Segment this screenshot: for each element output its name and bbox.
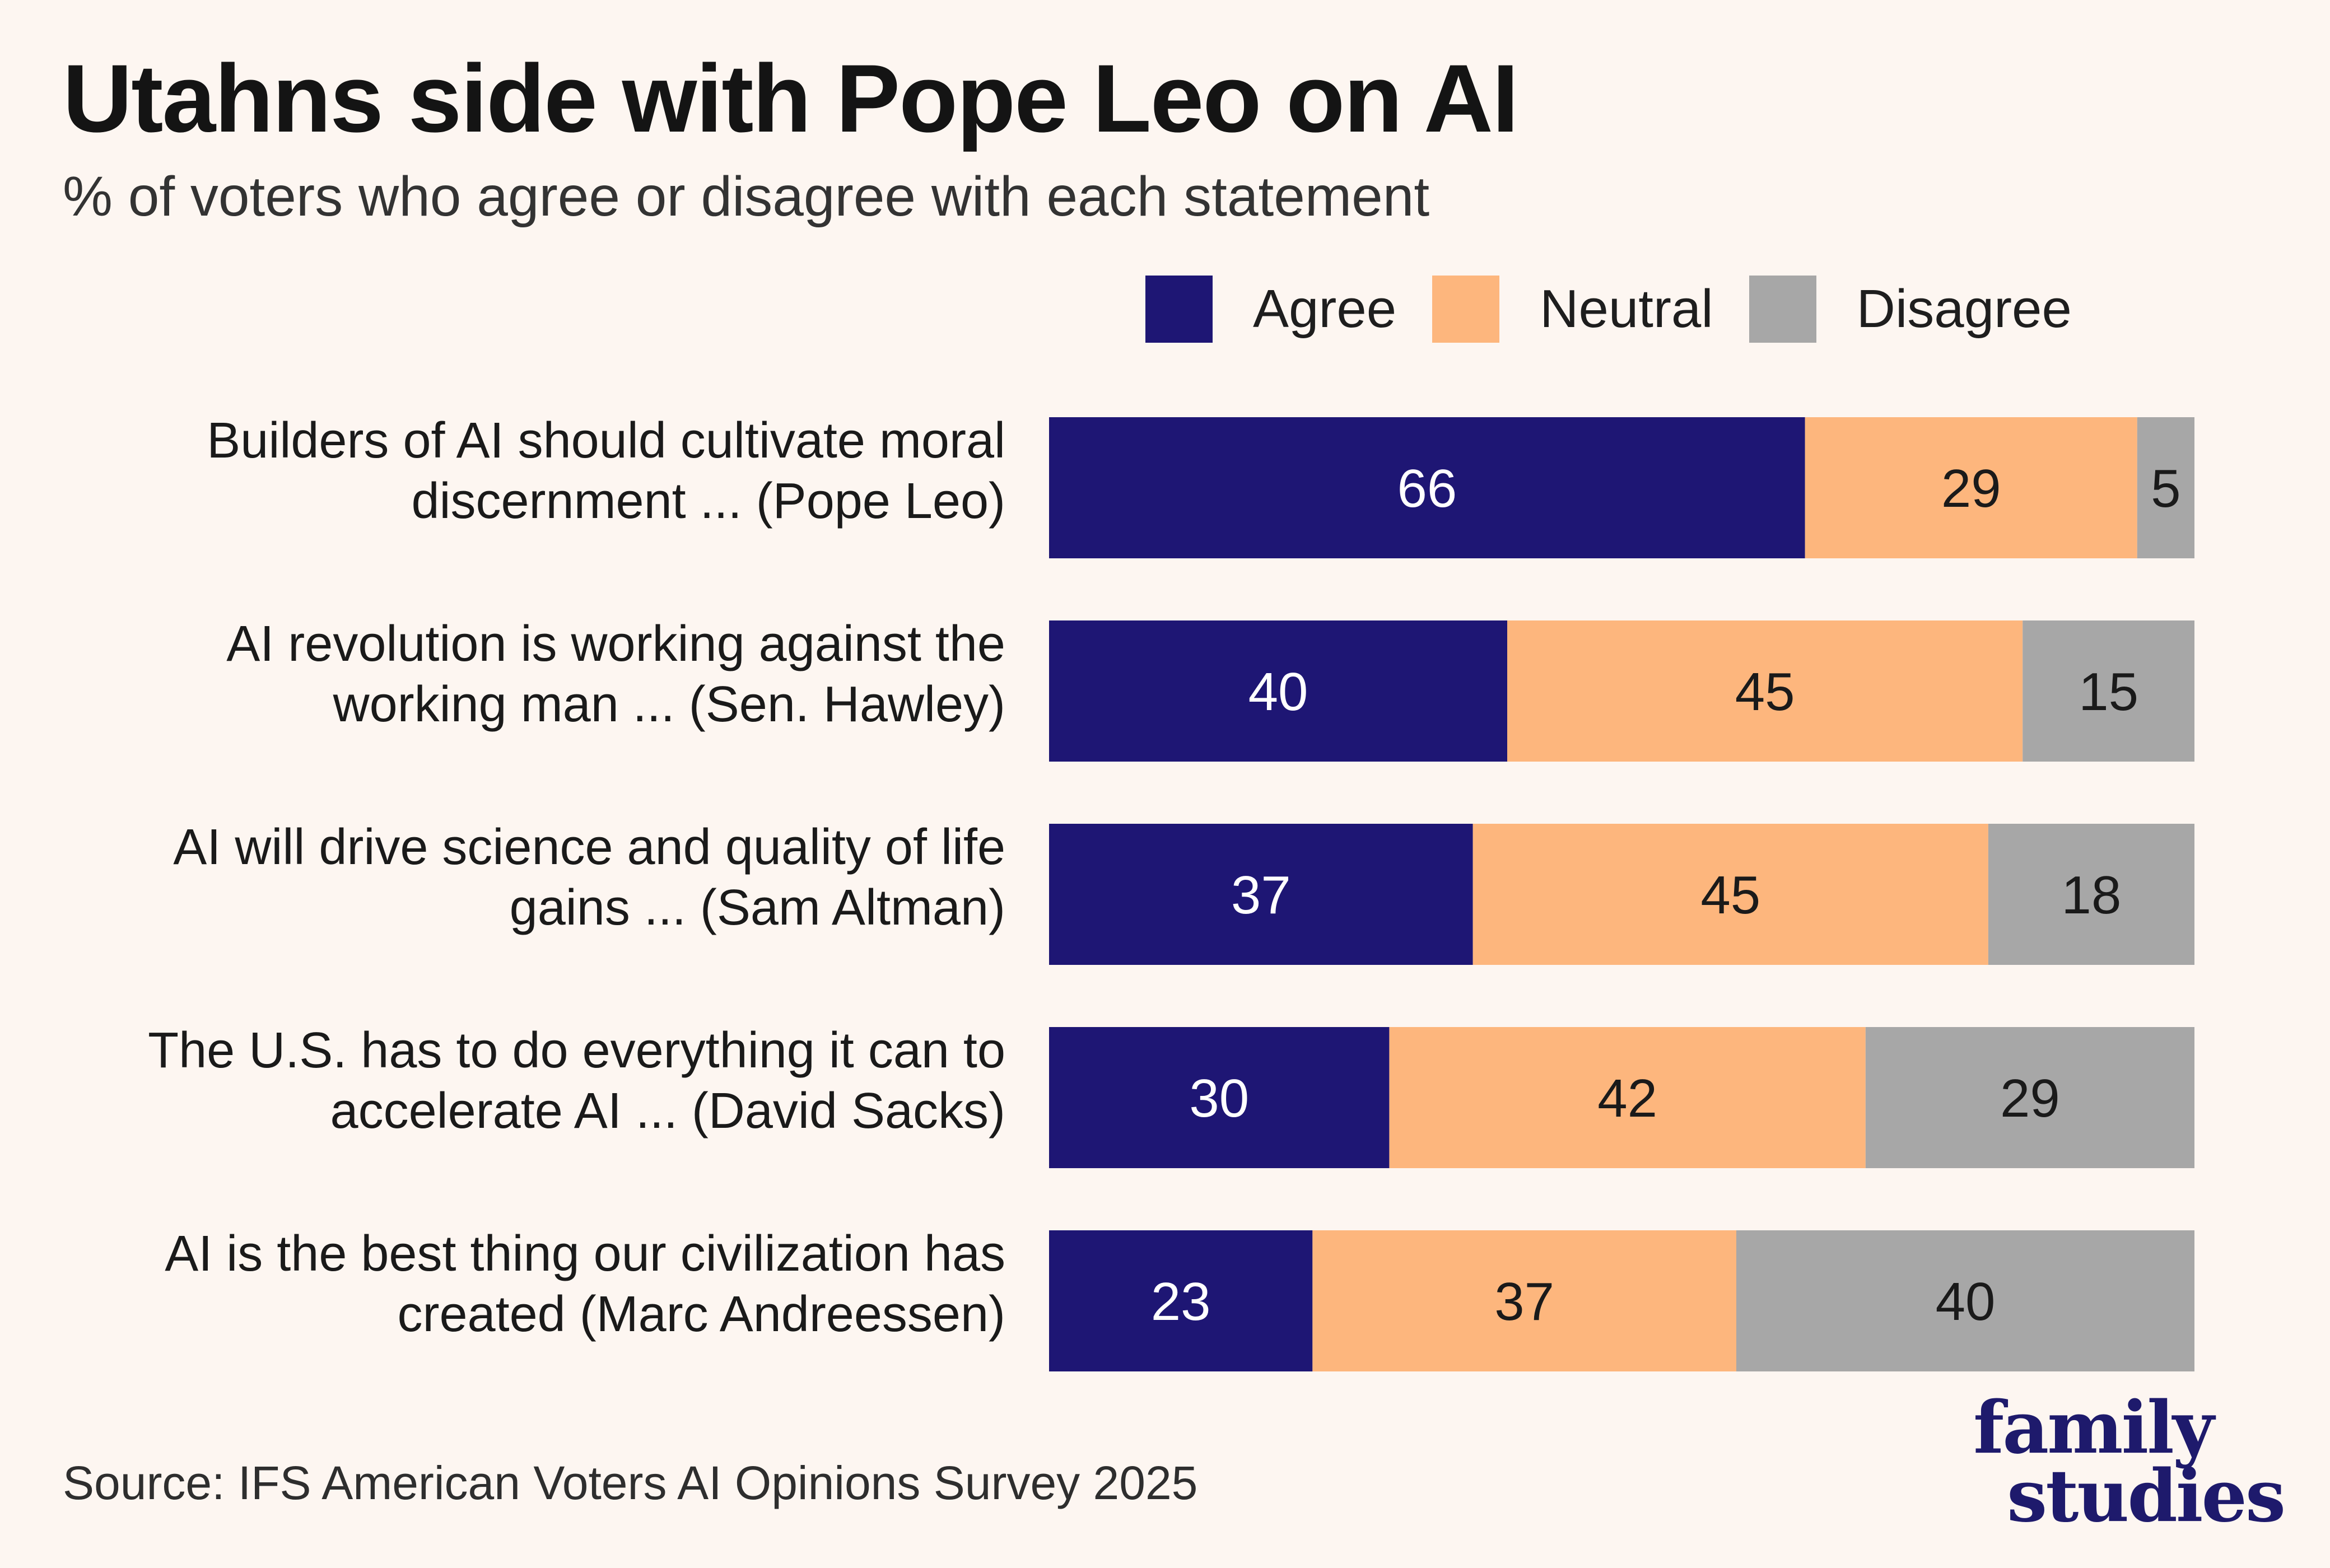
bar-neutral bbox=[1805, 417, 2137, 558]
bar-neutral bbox=[1312, 1230, 1736, 1371]
data-label-disagree: 40 bbox=[1936, 1272, 1996, 1332]
legend-label-agree: Agree bbox=[1253, 279, 1397, 339]
legend-item-agree: Agree bbox=[1145, 276, 1396, 343]
bar-row-2: AI revolution is working against the work… bbox=[226, 616, 2194, 762]
bar-neutral bbox=[1472, 824, 1988, 965]
bar-agree bbox=[1049, 1027, 1390, 1168]
data-label-neutral: 42 bbox=[1597, 1068, 1657, 1128]
data-label-disagree: 15 bbox=[2079, 662, 2138, 722]
bar-neutral bbox=[1507, 620, 2023, 762]
bar-agree bbox=[1049, 824, 1473, 965]
legend-label-neutral: Neutral bbox=[1540, 279, 1713, 339]
bar-agree bbox=[1049, 1230, 1313, 1371]
bar-row-4: The U.S. has to do everything it can to a… bbox=[148, 1023, 2194, 1168]
bar-neutral bbox=[1389, 1027, 1866, 1168]
chart-subtitle: % of voters who agree or disagree with e… bbox=[63, 165, 1430, 228]
source-note: Source: IFS American Voters AI Opinions … bbox=[63, 1457, 1198, 1509]
bar-disagree bbox=[2023, 620, 2194, 762]
data-label-disagree: 5 bbox=[2151, 459, 2180, 519]
chart-title: Utahns side with Pope Leo on AI bbox=[63, 45, 1519, 152]
legend-swatch-disagree bbox=[1749, 276, 1816, 343]
logo-line-1: family bbox=[1973, 1386, 2214, 1470]
data-label-agree: 23 bbox=[1151, 1272, 1211, 1332]
data-label-disagree: 29 bbox=[2000, 1068, 2060, 1128]
category-label: Builders of AI should cultivate moral dis… bbox=[207, 413, 1005, 529]
category-label: The U.S. has to do everything it can to a… bbox=[148, 1023, 1005, 1139]
bar-disagree bbox=[2137, 417, 2194, 558]
data-label-disagree: 18 bbox=[2062, 865, 2122, 925]
legend: Agree Neutral Disagree bbox=[1145, 276, 2072, 343]
legend-swatch-agree bbox=[1145, 276, 1213, 343]
data-label-neutral: 37 bbox=[1494, 1272, 1554, 1332]
bar-disagree bbox=[1736, 1230, 2194, 1371]
bar-agree bbox=[1049, 620, 1507, 762]
bar-agree bbox=[1049, 417, 1805, 558]
data-label-neutral: 29 bbox=[1941, 459, 2001, 519]
bar-disagree bbox=[1988, 824, 2194, 965]
data-label-agree: 40 bbox=[1248, 662, 1308, 722]
category-label: AI will drive science and quality of lif… bbox=[173, 819, 1005, 936]
bar-disagree bbox=[1865, 1027, 2194, 1168]
legend-label-disagree: Disagree bbox=[1856, 279, 2072, 339]
legend-item-disagree: Disagree bbox=[1749, 276, 2072, 343]
category-label: AI revolution is working against the work… bbox=[226, 616, 1005, 732]
family-studies-logo: family studies bbox=[1973, 1386, 2286, 1538]
bar-row-1: Builders of AI should cultivate moral dis… bbox=[207, 413, 2194, 558]
bar-row-3: AI will drive science and quality of lif… bbox=[173, 819, 2194, 965]
category-label: AI is the best thing our civilization ha… bbox=[165, 1226, 1005, 1342]
legend-swatch-neutral bbox=[1432, 276, 1500, 343]
data-label-neutral: 45 bbox=[1700, 865, 1760, 925]
data-label-agree: 66 bbox=[1397, 459, 1457, 519]
data-label-agree: 37 bbox=[1231, 865, 1291, 925]
bar-row-5: AI is the best thing our civilization ha… bbox=[165, 1226, 2194, 1371]
data-label-agree: 30 bbox=[1189, 1068, 1249, 1128]
legend-item-neutral: Neutral bbox=[1432, 276, 1713, 343]
logo-line-2: studies bbox=[2007, 1454, 2286, 1538]
data-label-neutral: 45 bbox=[1735, 662, 1795, 722]
